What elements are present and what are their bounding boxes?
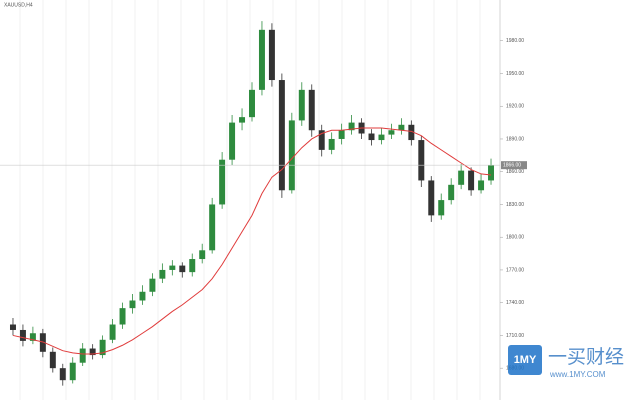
moving-average [12,127,492,355]
candle-body [29,333,36,341]
candle-body [298,89,305,121]
watermark-logo [508,345,542,375]
candle-body [418,140,425,181]
candle-body [448,184,455,201]
candle-body [149,278,156,292]
candle-body [338,130,345,139]
watermark-brand: 1MY [514,354,537,366]
candle-body [368,133,375,141]
candle-body [258,29,265,90]
y-tick-label: 1950.00 [506,71,524,77]
candle-body [169,265,176,270]
watermark-name: 一买财经 [548,346,624,368]
candle-body [79,348,86,363]
y-tick-label: 1800.00 [506,235,524,241]
watermark: 1MY 一买财经 www.1MY.COM [508,345,624,379]
y-tick-label: 1740.00 [506,300,524,306]
candle-body [199,250,206,260]
y-tick-label: 1890.00 [506,136,524,142]
y-tick-label: 1830.00 [506,202,524,208]
last-price-label: 1866.00 [503,162,521,168]
candle-body [408,124,415,141]
vertical-grid [19,0,481,400]
last-price-box [501,161,527,170]
candle-body [209,204,216,251]
candle-body [9,324,16,330]
candle-body [229,122,236,160]
candle-body [69,362,76,381]
y-tick-label: 1920.00 [506,104,524,110]
candle-body [488,165,495,181]
candle-body [129,300,136,309]
candle-body [249,89,255,118]
candle-body [318,130,325,150]
candle-body [458,170,465,185]
candle-body [438,200,445,216]
candle-body [308,89,315,131]
candle-body [119,308,126,325]
candle-body [179,265,186,273]
candle-body [478,180,485,191]
candle-body [398,124,405,131]
candle-body [159,269,166,279]
candle-body [99,339,106,356]
candle-body [268,29,275,81]
candle-body [139,291,146,301]
candle-body [428,180,435,216]
candle-body [468,170,475,191]
candle-body [219,159,226,205]
y-tick-label: 1980.00 [506,38,524,44]
y-tick-label: 1860.00 [506,169,524,175]
candle-body [19,329,26,341]
y-tick-label: 1770.00 [506,267,524,273]
candle-body [89,348,96,356]
chart-title: XAUUSD,H4 [4,2,33,8]
plot: 1680.001710.001740.001770.001800.001830.… [0,21,527,386]
candle-body [378,134,385,141]
candle-body [189,259,196,273]
candle-body [49,351,56,369]
candle-body [288,120,295,191]
candle-body [388,130,395,135]
candle-body [328,138,335,150]
candle-body [59,368,66,381]
candle-body [278,80,285,191]
watermark-url: www.1MY.COM [549,370,606,379]
candle-body [348,122,355,131]
candle-body [239,117,246,123]
y-tick-label: 1710.00 [506,333,524,339]
candle-body [109,324,116,340]
